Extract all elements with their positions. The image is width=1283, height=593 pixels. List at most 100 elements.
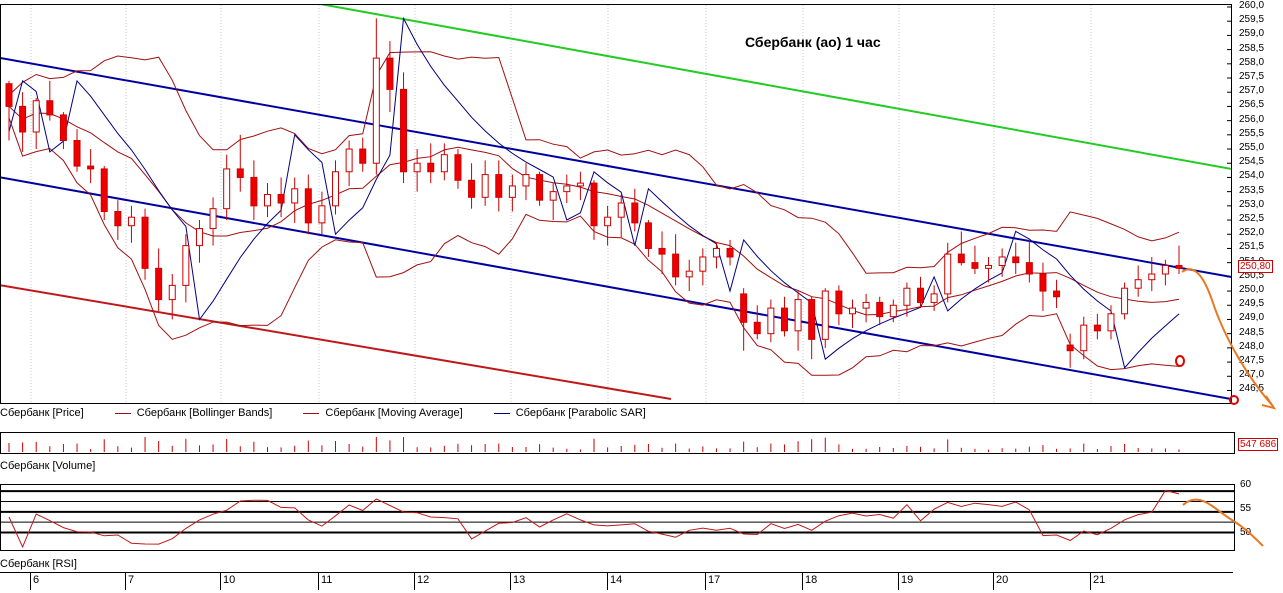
candle	[563, 174, 571, 203]
candle	[971, 245, 979, 275]
x-tick-label: 14	[610, 574, 623, 586]
x-tick-mark	[993, 572, 994, 590]
candle-body-up	[767, 307, 775, 335]
price-chart	[1, 5, 1231, 403]
candle	[1066, 333, 1074, 368]
candle-body-up	[372, 57, 380, 164]
candle-body-down	[19, 105, 27, 133]
candle-body-down	[277, 193, 285, 204]
candle	[917, 276, 925, 309]
candle-body-down	[454, 154, 462, 181]
price-panel[interactable]	[0, 4, 1232, 404]
candle-body-down	[971, 262, 979, 269]
x-tick-mark	[802, 572, 803, 590]
candle	[604, 205, 612, 246]
candle-body-down	[672, 253, 680, 278]
candle	[780, 296, 788, 337]
candle	[59, 112, 67, 150]
rsi-chart	[1, 489, 1234, 549]
candle-body-up	[930, 293, 938, 303]
candle	[332, 160, 340, 215]
candle	[1175, 245, 1183, 275]
candle	[1025, 239, 1033, 283]
red-trendline	[1, 284, 672, 400]
candle	[345, 140, 353, 186]
y-tick-label: 255,0	[1239, 142, 1265, 154]
candle	[1080, 316, 1088, 360]
y-tick-label: 257,0	[1239, 85, 1265, 97]
candle	[522, 163, 530, 201]
candle-body-down	[1093, 324, 1101, 332]
candle-body-down	[1175, 264, 1183, 269]
candle-body-down	[141, 216, 149, 269]
candle	[386, 41, 394, 113]
candle	[19, 92, 27, 152]
candle	[821, 288, 829, 348]
y-tick-label: 253,5	[1239, 184, 1265, 196]
legend-item-moving-average: Сбербанк [Moving Average]	[303, 407, 463, 419]
candle-body-down	[386, 57, 394, 90]
y-tick-label: 256,5	[1239, 99, 1265, 111]
candle	[753, 305, 761, 340]
candle	[209, 197, 217, 246]
candle-body-up	[563, 185, 571, 193]
candle-body-down	[400, 88, 408, 173]
candle-body-up	[182, 245, 190, 286]
legend-item-price: Сбербанк [Price]	[0, 407, 84, 419]
legend-item-bollinger: Сбербанк [Bollinger Bands]	[114, 407, 272, 419]
candle-body-up	[1161, 264, 1169, 275]
candle	[835, 285, 843, 326]
candle	[644, 220, 652, 257]
y-tick-label: 256,0	[1239, 113, 1265, 125]
candle	[5, 80, 13, 141]
candle-body-down	[5, 83, 13, 107]
candle-body-down	[753, 321, 761, 335]
candle-body-down	[495, 174, 503, 198]
candle	[617, 194, 625, 238]
rsi-panel[interactable]	[0, 484, 1235, 551]
candle	[685, 259, 693, 292]
candle-body-up	[617, 202, 625, 218]
y-tick-label: 258,0	[1239, 56, 1265, 68]
y-tick-label: 251,5	[1239, 241, 1265, 253]
candle-body-up	[848, 307, 856, 315]
candle	[903, 282, 911, 317]
parabolic-sar	[8, 16, 1180, 369]
candle-body-up	[332, 171, 340, 207]
x-tick-label: 7	[128, 574, 135, 586]
candle-body-up	[481, 174, 489, 198]
candle	[944, 242, 952, 303]
volume-chart	[8, 437, 1180, 452]
candle-body-down	[1053, 290, 1061, 298]
x-tick-label: 12	[417, 574, 430, 586]
candle	[223, 154, 231, 221]
x-tick-mark	[30, 572, 31, 590]
candle-body-up	[1080, 324, 1088, 352]
candle	[740, 288, 748, 351]
y-tick-label: 248,5	[1239, 326, 1265, 338]
candle-body-down	[250, 176, 258, 207]
candle-body-up	[345, 148, 353, 173]
candle	[1161, 259, 1169, 286]
candle	[1107, 305, 1115, 340]
x-tick-mark	[1090, 572, 1091, 590]
candle-body-up	[903, 287, 911, 306]
candle	[291, 177, 299, 223]
x-axis	[0, 572, 1233, 593]
rsi-tick: 60	[1240, 479, 1252, 490]
x-tick-label: 17	[708, 574, 721, 586]
y-tick-label: 254,5	[1239, 156, 1265, 168]
candle-body-up	[944, 253, 952, 295]
chart-title: Сбербанк (ао) 1 час	[745, 34, 881, 50]
candle	[1134, 265, 1142, 297]
candle-body-up	[508, 185, 516, 198]
candle	[141, 208, 149, 280]
candle	[712, 242, 720, 269]
y-tick-label: 246,5	[1239, 383, 1265, 395]
candle-body-up	[794, 299, 802, 332]
candle-body-down	[114, 211, 122, 227]
x-tick-mark	[607, 572, 608, 590]
candle-body-down	[59, 114, 67, 142]
volume-panel[interactable]	[0, 432, 1235, 454]
candle	[127, 205, 135, 243]
